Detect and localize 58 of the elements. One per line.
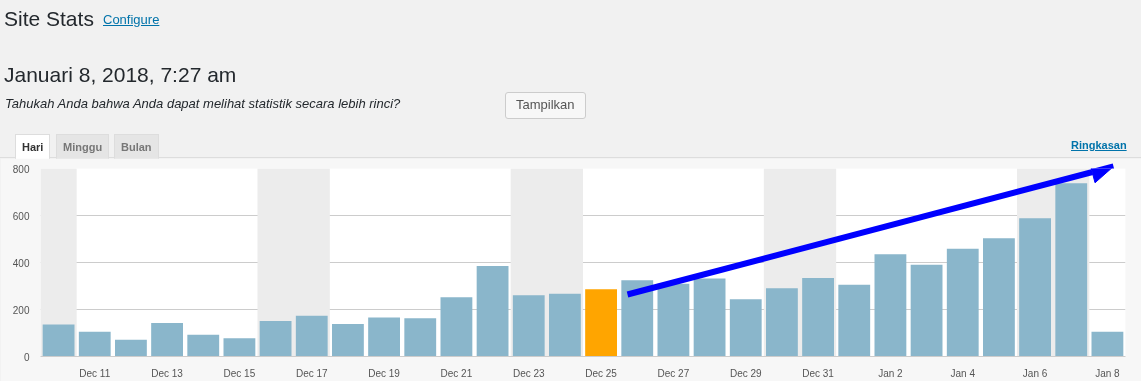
- x-tick-label: Dec 29: [729, 367, 763, 379]
- x-tick-label: Dec 25: [585, 367, 618, 379]
- chart-title: Site Stats: [4, 6, 94, 32]
- bar: [440, 297, 473, 357]
- text: Ringkasan: [1071, 138, 1127, 153]
- text: Hari: [15, 134, 51, 162]
- x-tick-label: Dec 21: [440, 367, 473, 379]
- bar: [404, 318, 437, 357]
- x-tick-label: Dec 11: [79, 367, 111, 379]
- x-tick-label: Dec 15: [223, 367, 256, 379]
- bar: [42, 324, 75, 357]
- bar: [332, 324, 364, 357]
- y-tick-label: 400: [12, 257, 30, 269]
- x-tick-label: Dec 13: [151, 367, 184, 379]
- y-tick-label: 800: [12, 163, 30, 175]
- text: Tahukah Anda bahwa Anda dapat melihat statistik secara lebih rinci?: [5, 95, 401, 113]
- bar: [838, 284, 871, 357]
- x-tick-label: Dec 27: [657, 367, 690, 379]
- y-tick-label: 600: [12, 210, 30, 222]
- x-tick-label: Jan 6: [1022, 367, 1048, 379]
- x-tick-label: Jan 8: [1095, 367, 1121, 379]
- bar: [259, 321, 292, 357]
- bar: [115, 339, 147, 357]
- bar: [946, 248, 979, 357]
- y-tick-label: 200: [12, 304, 30, 316]
- bar: [476, 266, 509, 357]
- x-tick-label: Jan 4: [950, 367, 976, 379]
- x-tick-label: Dec 17: [295, 367, 329, 379]
- text: Bulan: [114, 134, 159, 162]
- bar: [187, 334, 220, 357]
- bar: [766, 288, 798, 357]
- text: Minggu: [56, 134, 110, 162]
- chart-subtitle: Januari 8, 2018, 7:27 am: [4, 62, 237, 88]
- bar: [368, 317, 400, 357]
- bar: [78, 331, 111, 357]
- bar: [621, 280, 654, 357]
- bar: [729, 299, 762, 357]
- bar: [151, 322, 183, 357]
- text: Tampilkan: [505, 92, 586, 119]
- x-tick-label: Jan 2: [878, 367, 904, 379]
- bar: [802, 278, 834, 357]
- bar: [874, 254, 907, 357]
- bar: [983, 238, 1015, 357]
- x-tick-label: Dec 31: [802, 367, 835, 379]
- x-tick-label: Dec 23: [512, 367, 546, 379]
- bar: [693, 278, 726, 357]
- bar: [585, 289, 617, 357]
- bar: [1091, 331, 1124, 357]
- bar: [910, 264, 943, 357]
- bar: [512, 295, 545, 357]
- text: Configure: [103, 11, 160, 29]
- bar: [657, 283, 690, 357]
- x-tick-label: Dec 19: [368, 367, 401, 379]
- bar: [1019, 218, 1051, 357]
- y-tick-label: 0: [23, 351, 30, 363]
- bar: [223, 338, 256, 357]
- bar: [295, 315, 328, 357]
- bar: [549, 293, 581, 357]
